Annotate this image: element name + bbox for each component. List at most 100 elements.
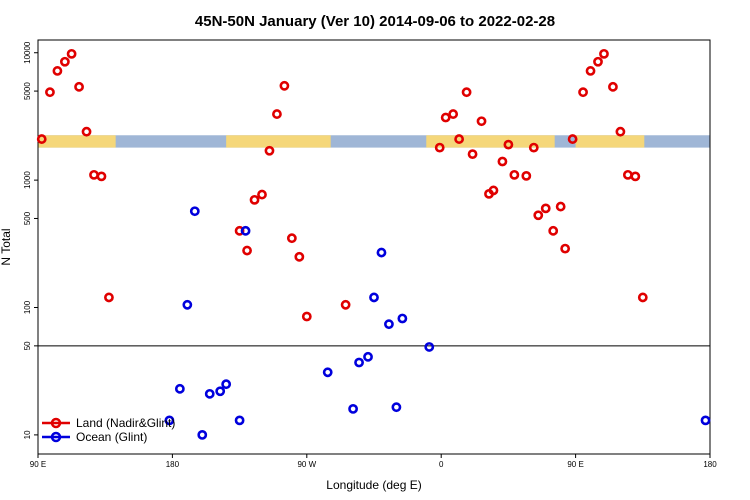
ocean-point (397, 313, 408, 324)
land-point (467, 149, 478, 160)
ocean-point (204, 388, 215, 399)
ocean-point (424, 342, 435, 352)
map-band (38, 135, 710, 148)
land-point (599, 48, 609, 59)
map-band-land (226, 135, 331, 148)
land-point (36, 134, 47, 144)
x-tick-label: 180 (703, 460, 717, 469)
y-tick-label: 50 (23, 341, 32, 350)
map-band-land (575, 135, 645, 148)
y-tick-label: 500 (23, 211, 32, 225)
land-point (66, 48, 77, 59)
x-tick-label: 90 W (297, 460, 316, 469)
ocean-point (182, 299, 193, 310)
ocean-point (234, 415, 245, 426)
ocean-point (391, 402, 402, 413)
ocean-point (240, 225, 251, 236)
land-point (461, 87, 472, 98)
land-point (272, 109, 282, 119)
plot-frame (37, 39, 711, 455)
land-point (264, 145, 275, 156)
land-point (340, 299, 351, 310)
ocean-point (376, 247, 387, 258)
ocean-point (369, 292, 379, 303)
x-tick-label: 0 (439, 460, 444, 469)
land-point (89, 169, 99, 180)
land-point (454, 134, 465, 144)
land-point (74, 81, 84, 92)
land-point (497, 156, 508, 167)
land-point (488, 185, 499, 196)
y-tick-label: 1000 (23, 171, 32, 189)
land-point (45, 87, 55, 98)
land-point (560, 243, 571, 254)
land-point (540, 203, 551, 214)
land-point (52, 66, 63, 76)
legend-ocean-label: Ocean (Glint) (76, 430, 147, 444)
land-point (476, 116, 487, 127)
land-point (301, 311, 312, 322)
ocean-point (354, 357, 364, 368)
ocean-point (164, 415, 175, 426)
land-point (96, 171, 107, 182)
ocean-point (363, 351, 373, 362)
land-series (36, 48, 648, 322)
land-point (440, 112, 451, 123)
ocean-point (700, 415, 711, 426)
land-point (503, 139, 514, 150)
legend-land-label: Land (Nadir&Glint) (76, 416, 175, 430)
land-point (615, 126, 626, 137)
land-point (630, 171, 641, 182)
land-point (593, 56, 603, 67)
land-point (637, 292, 648, 303)
land-point (578, 87, 588, 98)
chart-title: 45N-50N January (Ver 10) 2014-09-06 to 2… (195, 13, 555, 30)
land-point (521, 170, 532, 181)
y-tick-label: 5000 (23, 82, 32, 100)
land-point (279, 80, 290, 91)
x-axis: 90 E 180 90 W 0 90 E 180 (30, 454, 717, 469)
land-point (567, 134, 578, 144)
land-point (448, 109, 459, 119)
legend: Land (Nadir&Glint) Ocean (Glint) (42, 416, 175, 444)
x-axis-label: Longitude (deg E) (326, 478, 421, 492)
land-point (81, 126, 92, 137)
land-point (104, 292, 114, 303)
land-point (294, 251, 305, 262)
land-point (509, 169, 520, 180)
ocean-point (197, 429, 208, 440)
y-tick-label: 10000 (23, 41, 32, 64)
ocean-series (164, 206, 711, 440)
map-band-land (38, 135, 116, 148)
x-tick-label: 90 E (567, 460, 583, 469)
y-tick-label: 10 (23, 430, 32, 439)
legend-ocean-marker (50, 431, 62, 443)
ocean-point (189, 206, 200, 217)
land-point (528, 142, 539, 153)
land-point (257, 189, 267, 200)
y-axis: 10 50 100 500 1000 5000 10000 (23, 41, 38, 439)
x-tick-label: 180 (166, 460, 180, 469)
ocean-point (174, 383, 185, 394)
land-point (608, 81, 618, 92)
ocean-point (215, 386, 226, 397)
ocean-point (384, 319, 394, 330)
ocean-point (322, 367, 333, 378)
land-point (622, 169, 633, 180)
y-tick-label: 100 (23, 300, 32, 314)
land-point (548, 225, 559, 236)
ocean-point (348, 403, 358, 414)
legend-land-marker (50, 417, 62, 429)
land-point (533, 210, 544, 221)
land-point (59, 56, 70, 67)
land-point (249, 194, 260, 205)
land-point (286, 233, 297, 244)
land-point (585, 66, 596, 76)
x-tick-label: 90 E (30, 460, 46, 469)
y-axis-label: N Total (0, 228, 13, 265)
ocean-point (221, 379, 232, 390)
land-point (555, 201, 566, 212)
land-point (242, 245, 252, 256)
land-point (434, 142, 445, 153)
